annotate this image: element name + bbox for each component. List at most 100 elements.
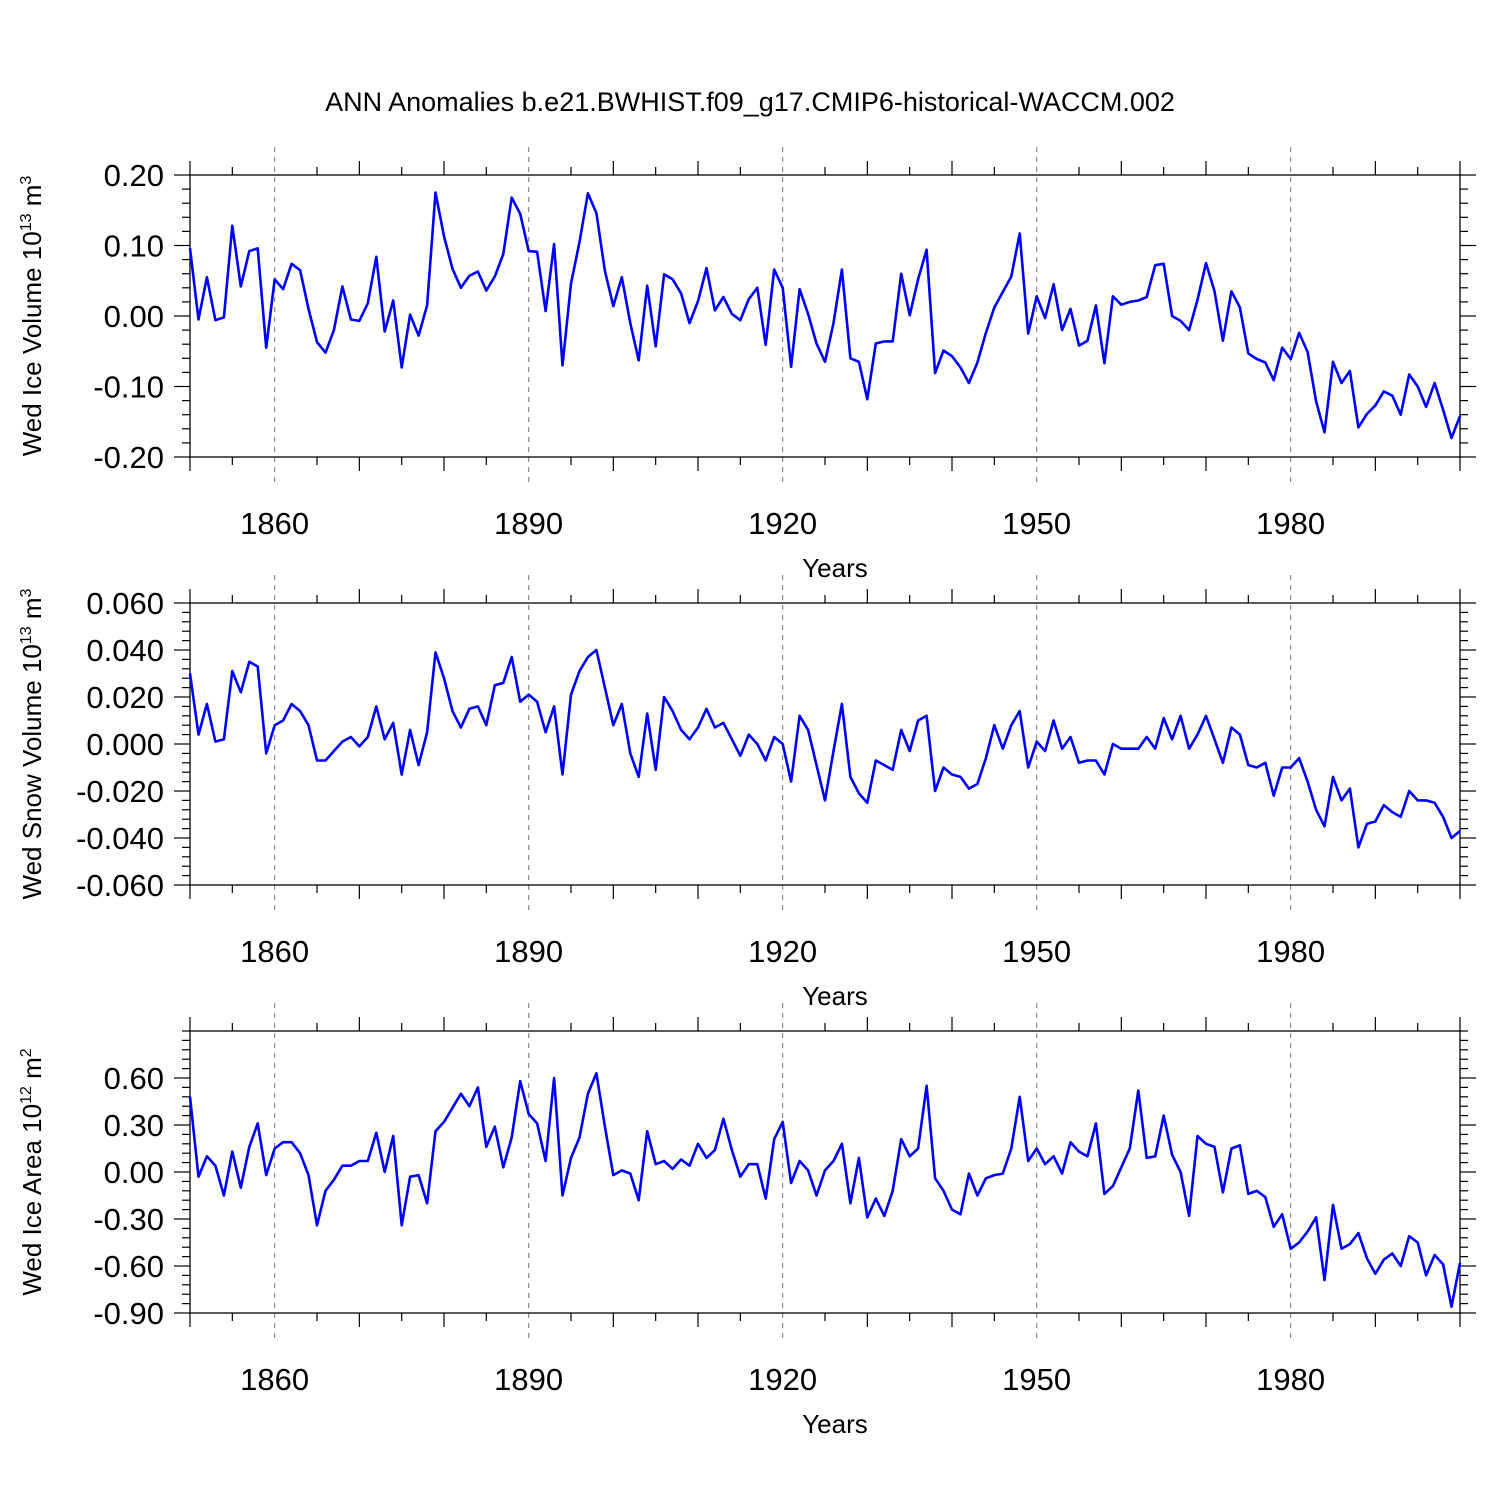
data-point [197,318,200,321]
data-point [1112,743,1114,745]
data-point [1247,764,1250,766]
data-point [1196,1135,1199,1137]
data-point [510,196,513,199]
y-tick-label: -0.060 [76,868,164,903]
data-point [1188,747,1190,750]
data-point [671,278,674,281]
data-point [1205,715,1207,717]
data-point [502,253,505,255]
data-point [849,1202,852,1205]
data-point [392,722,395,724]
data-point [248,250,251,252]
data-point [477,705,479,708]
data-point [790,780,792,783]
data-point [1459,830,1461,832]
data-point [832,750,835,752]
data-point [1399,413,1402,416]
data-point [1357,846,1360,849]
data-point [1069,736,1072,738]
data-point [561,773,564,776]
data-point [1222,339,1224,342]
data-point [426,304,428,307]
data-point [409,313,411,316]
data-point [1129,747,1131,750]
data-point [1459,1262,1461,1264]
data-point [1416,385,1419,388]
data-point [781,287,784,289]
data-point [1349,370,1351,372]
data-point [527,250,530,252]
data-point [1027,766,1029,769]
data-point [1298,1241,1300,1244]
data-point [1179,715,1182,717]
data-point [1002,291,1004,293]
data-point [722,722,725,724]
data-point [1078,344,1080,347]
data-point [612,724,615,726]
data-point [1408,790,1410,792]
data-point [400,1224,403,1227]
data-point [1264,762,1267,764]
data-point [1289,766,1292,769]
plot-frame [189,1030,1461,1314]
y-tick-label: -0.040 [76,821,164,856]
data-point [282,1141,284,1144]
data-point [968,1172,970,1175]
data-point [654,1163,657,1165]
data-point [1323,1279,1326,1281]
data-point [714,1149,716,1151]
data-point [1256,766,1258,769]
data-point [1154,1155,1156,1158]
data-point [197,1175,200,1178]
data-point [1129,301,1131,303]
data-point [1391,1252,1394,1255]
data-point [197,733,200,736]
data-point [1272,379,1275,381]
panel-3: -0.90 -0.60 -0.30 0.00 0.30 0.60 1860 1890 1920 1… [17,1003,1476,1439]
data-point [764,759,767,762]
data-point [1366,1257,1368,1259]
data-point [587,656,589,658]
data-point [434,1130,437,1133]
data-point [1213,290,1216,293]
data-point [1306,351,1309,353]
data-point [1171,1153,1173,1156]
data-point [316,341,318,343]
data-point [1239,1144,1241,1147]
data-point [680,729,682,731]
data-point [824,799,826,802]
data-point [367,302,369,305]
y-axis-title: Wed Ice Volume 1013 m3 [17,176,47,457]
data-point [290,263,293,265]
y-tick-label: 0.00 [104,299,164,334]
data-point [536,700,538,703]
data-point [544,310,547,312]
data-point [443,1121,445,1123]
data-point [925,248,928,251]
data-point [739,1175,742,1178]
data-point [189,1096,191,1098]
data-point [1154,747,1156,750]
data-point [722,296,725,298]
data-point [841,268,843,271]
data-point [595,1072,598,1075]
data-point [1213,1146,1216,1148]
y-tick-label: 0.020 [86,680,164,715]
data-point [417,764,420,766]
x-tick-label: 1860 [240,1362,309,1397]
data-point [1298,757,1300,759]
data-point [1230,1147,1233,1150]
data-point [1340,382,1343,384]
y-tick-label: 0.00 [104,1155,164,1190]
data-point [256,1122,259,1125]
data-point [1213,738,1216,741]
x-tick-label: 1950 [1002,506,1071,541]
data-point [282,719,284,722]
data-point [773,268,775,271]
data-point [570,693,572,696]
data-point [1399,1265,1402,1267]
panel-1: -0.20 -0.10 0.00 0.10 0.20 1860 1890 1920 1950 19… [17,147,1476,583]
data-point [1095,1122,1097,1125]
data-point [1416,1241,1419,1244]
